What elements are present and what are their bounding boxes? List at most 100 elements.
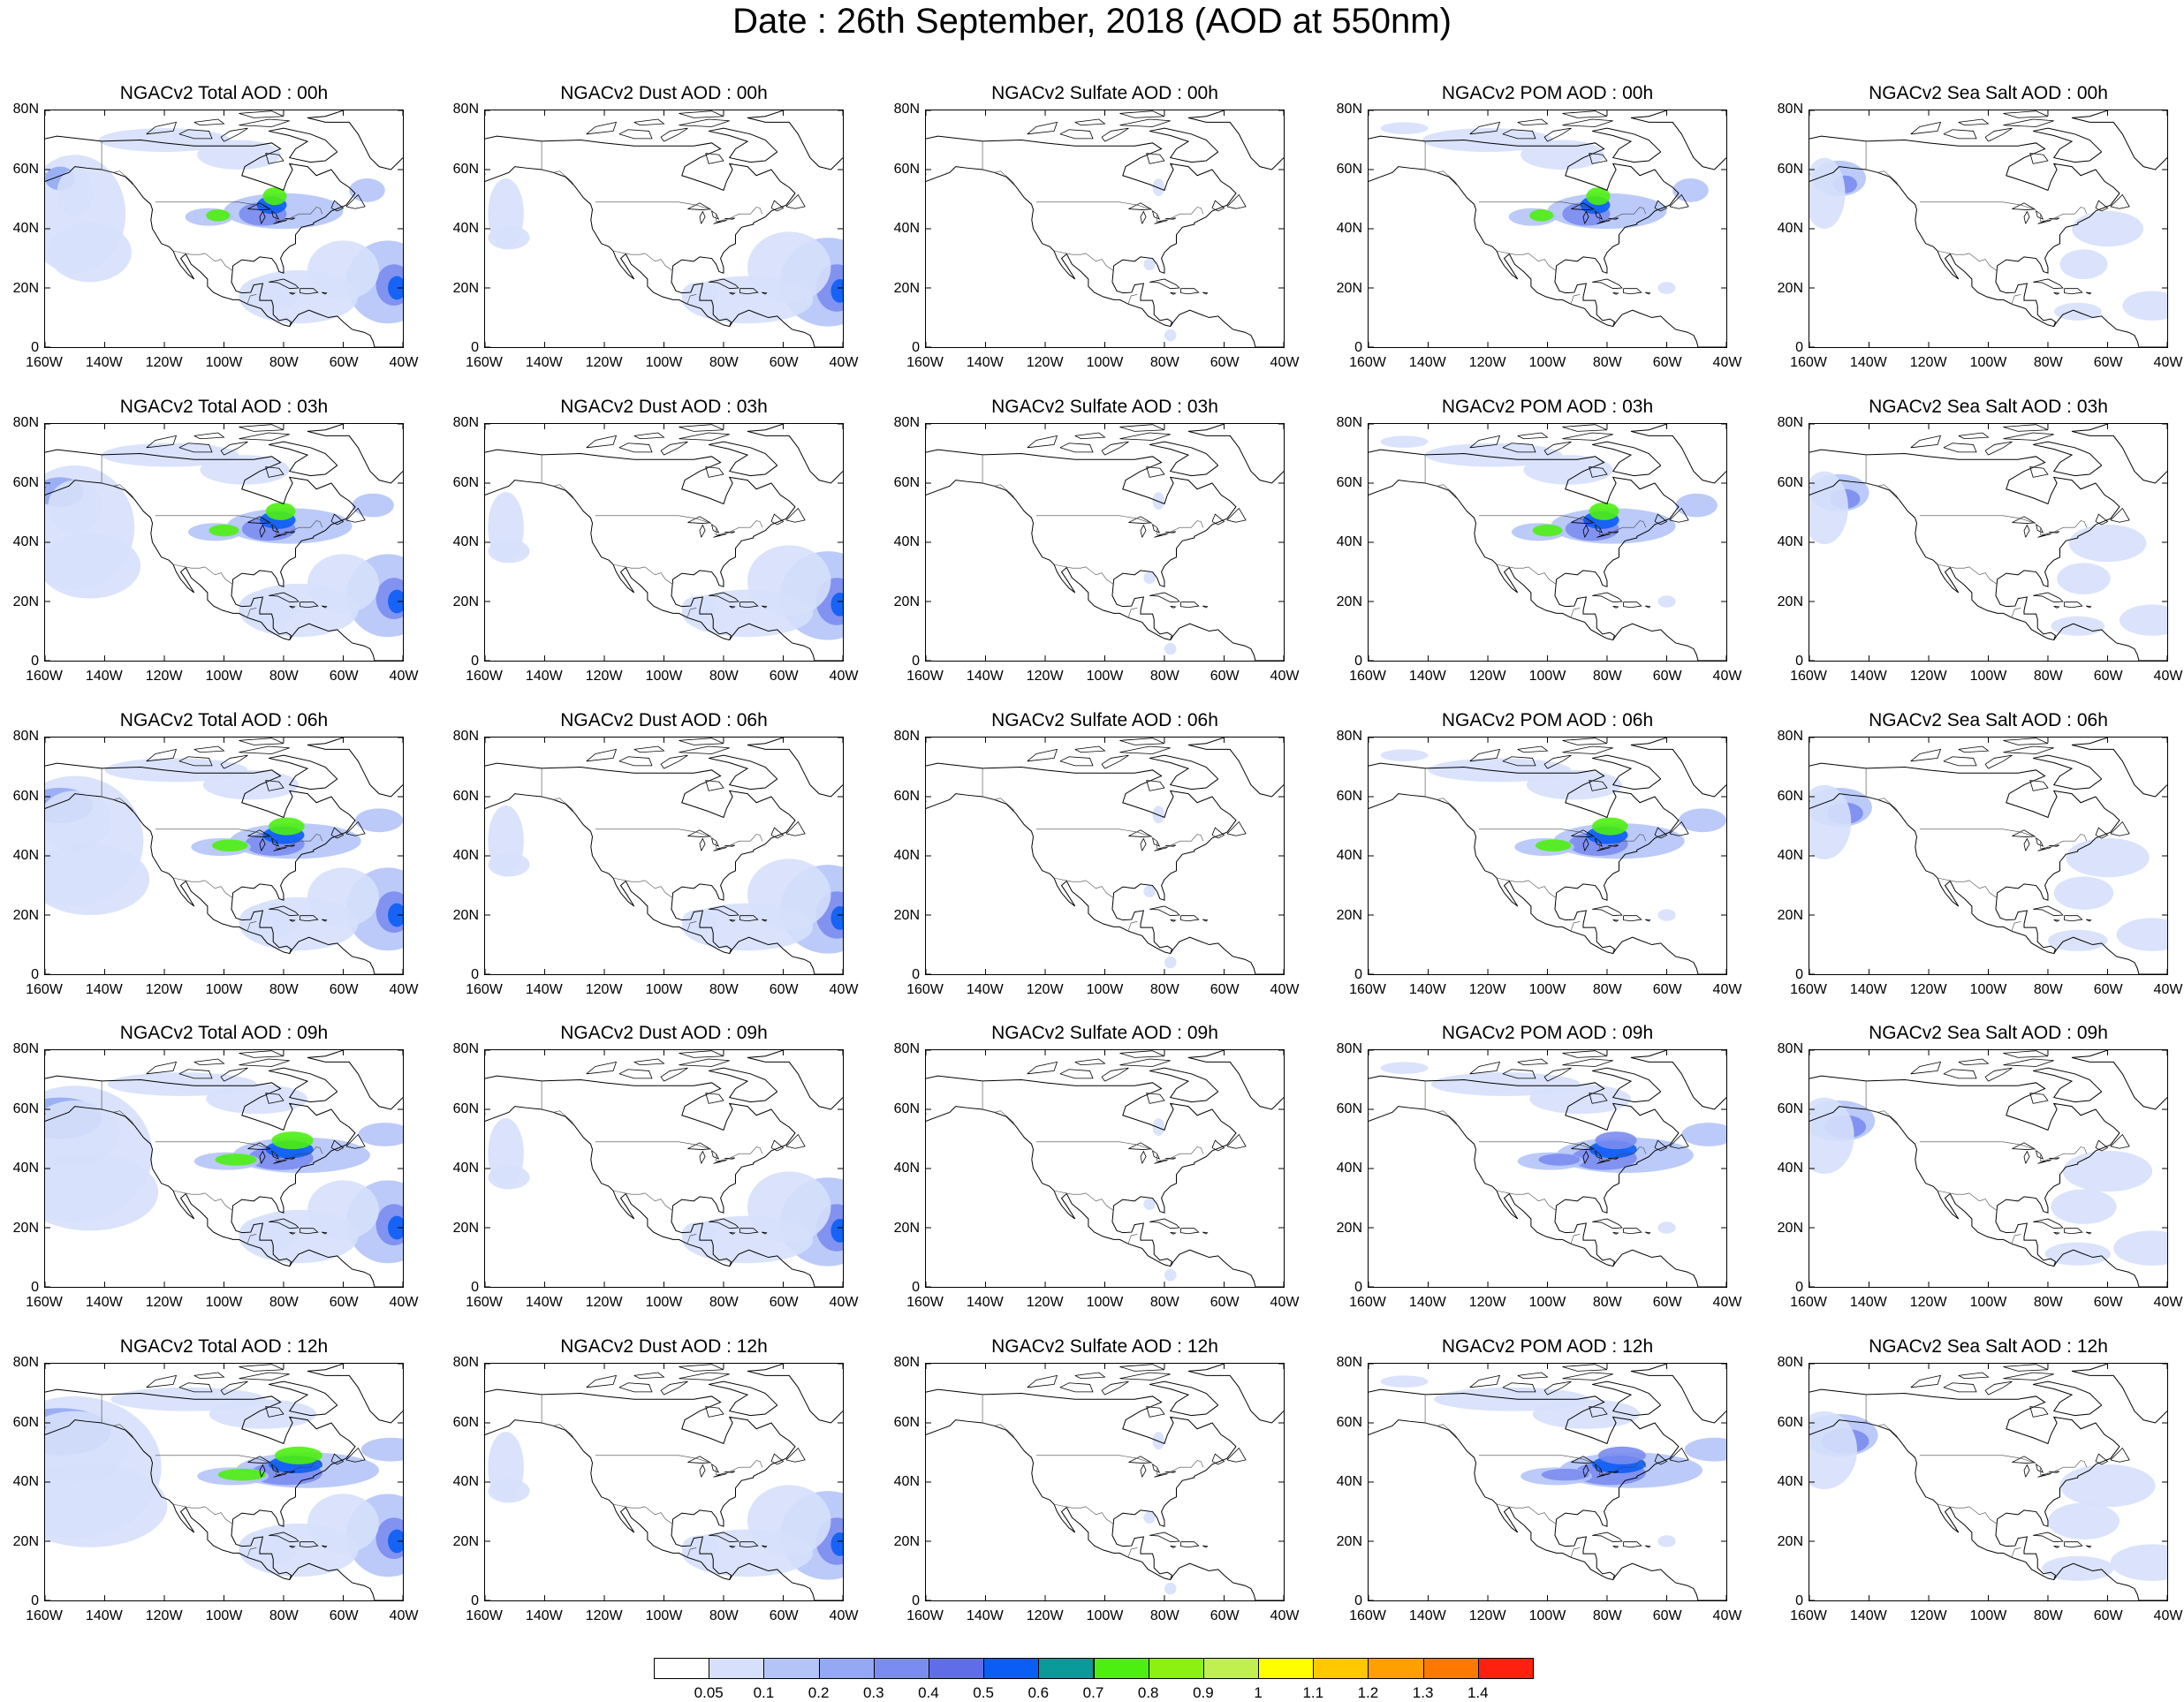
lat-label: 80N	[893, 415, 920, 430]
lon-label: 60W	[2093, 982, 2123, 997]
lat-label: 20N	[1336, 1220, 1362, 1236]
island	[618, 756, 653, 767]
lon-label: 40W	[389, 982, 419, 997]
aod-shading	[2057, 563, 2111, 594]
national-border	[1570, 608, 1581, 618]
map-panel	[925, 737, 1285, 975]
aod-shading	[1535, 839, 1572, 852]
coastline	[269, 754, 338, 790]
lon-label: 160W	[1790, 1608, 1827, 1623]
aod-shading	[239, 1529, 299, 1565]
colorbar-label: 1.1	[1302, 1684, 1324, 1701]
island	[618, 1382, 653, 1393]
lat-label: 0	[471, 654, 479, 669]
coastline	[2053, 1249, 2167, 1287]
island	[269, 1218, 300, 1229]
island	[1119, 738, 1165, 745]
lon-label: 100W	[645, 355, 683, 370]
island	[239, 1050, 284, 1058]
island	[1543, 127, 1572, 142]
island	[709, 905, 739, 917]
lon-label: 160W	[1790, 982, 1827, 997]
colorbar-swatch	[818, 1658, 875, 1679]
lon-label: 120W	[1468, 982, 1506, 997]
island	[2003, 1364, 2049, 1372]
panel-title: NGACv2 Sulfate AOD : 06h	[991, 710, 1218, 730]
panel-title: NGACv2 Total AOD : 00h	[119, 83, 329, 103]
national-border	[2011, 608, 2021, 618]
lat-label: 20N	[1777, 594, 1803, 609]
aod-shading	[1672, 178, 1709, 202]
lake	[1582, 837, 1589, 851]
lon-label: 60W	[1652, 1608, 1682, 1623]
aod-shading	[1532, 524, 1563, 537]
aod-shading	[48, 480, 102, 533]
lon-label: 80W	[2033, 1608, 2063, 1623]
coastline	[2071, 1050, 2167, 1110]
island	[770, 513, 785, 526]
coastline	[1630, 738, 1726, 798]
lon-label: 120W	[1026, 1295, 1064, 1310]
lon-label: 160W	[906, 355, 944, 370]
lat-label: 20N	[12, 594, 39, 609]
aod-shading	[1809, 157, 1846, 229]
map-svg	[1369, 1050, 1726, 1287]
national-border	[1127, 1234, 1138, 1244]
lat-label: 60N	[12, 1101, 39, 1116]
lon-label: 80W	[1149, 1608, 1179, 1623]
national-border	[155, 1141, 323, 1162]
island	[739, 915, 759, 922]
island	[1943, 1382, 1977, 1393]
island	[1654, 1453, 1668, 1465]
island	[193, 432, 225, 440]
coastline	[289, 1562, 403, 1600]
lat-label: 20N	[1777, 280, 1803, 296]
island	[1027, 121, 1058, 135]
colorbar-label: 0.3	[862, 1684, 884, 1701]
island	[1623, 1541, 1642, 1548]
coastline	[1187, 110, 1284, 170]
map-svg	[926, 738, 1284, 974]
island	[321, 605, 328, 609]
lake	[699, 1150, 706, 1164]
island	[705, 153, 724, 164]
aod-shading	[1809, 784, 1852, 859]
aod-shading	[1538, 1154, 1581, 1166]
national-border	[1865, 140, 1900, 186]
island	[1119, 110, 1165, 118]
lon-label: 120W	[1468, 669, 1506, 684]
lat-label: 60N	[452, 161, 479, 177]
island	[1149, 1218, 1180, 1229]
island	[2053, 291, 2060, 295]
aod-shading	[1380, 1375, 1429, 1388]
lon-label: 160W	[26, 1608, 63, 1623]
national-border	[1424, 768, 1459, 813]
aod-shading	[1152, 178, 1165, 197]
aod-shading	[2042, 1555, 2114, 1581]
island	[1027, 1061, 1058, 1075]
aod-shading	[102, 443, 239, 467]
island	[1958, 432, 1990, 440]
lon-label: 120W	[1468, 1295, 1506, 1310]
lon-label: 100W	[645, 1295, 683, 1310]
colorbar-label: 0.8	[1137, 1684, 1159, 1701]
lat-label: 20N	[893, 907, 920, 923]
coastline	[926, 1388, 1237, 1581]
coastline	[1612, 1249, 1726, 1287]
island	[660, 1067, 688, 1082]
island	[1669, 821, 1689, 836]
island	[660, 754, 688, 769]
national-border	[155, 828, 323, 850]
lat-label: 40N	[1777, 848, 1803, 863]
lake	[1140, 1464, 1147, 1478]
aod-shading	[1152, 1118, 1165, 1137]
lake	[259, 1150, 266, 1164]
lat-label: 80N	[12, 102, 39, 117]
aod-shading	[1586, 187, 1611, 206]
lake	[259, 524, 266, 538]
coastline	[269, 127, 338, 163]
aod-shading	[360, 1437, 403, 1462]
lat-label: 20N	[452, 907, 479, 923]
island	[2064, 1541, 2083, 1548]
lon-label: 140W	[966, 982, 1004, 997]
